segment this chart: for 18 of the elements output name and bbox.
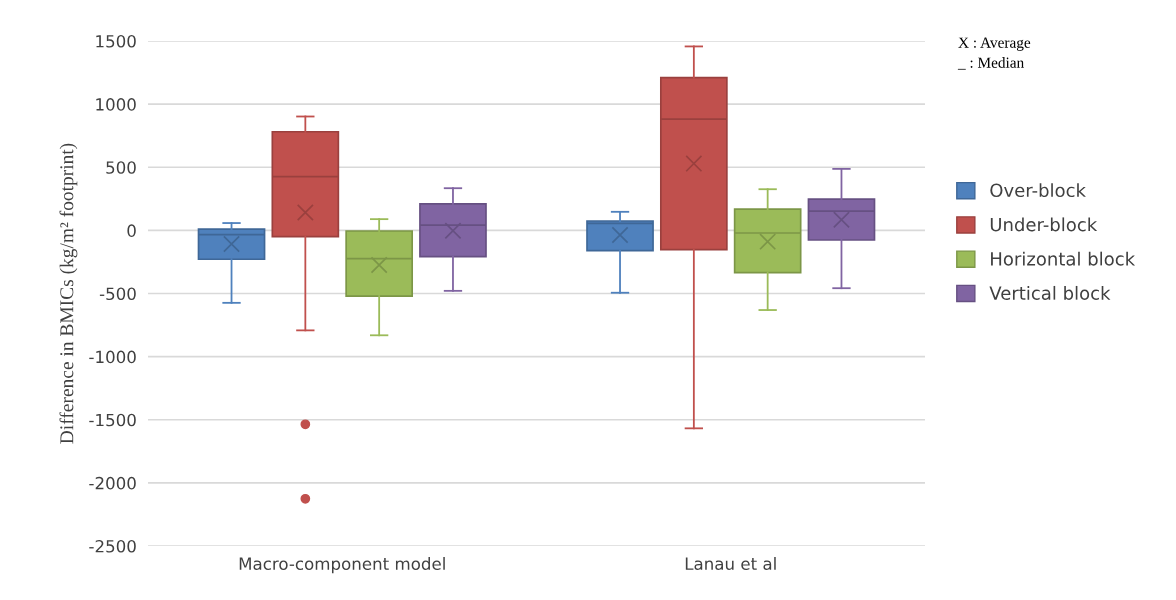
y-tick-label: 1500 bbox=[96, 34, 136, 48]
y-tick-label: -1500 bbox=[89, 413, 136, 427]
text: _ : Median bbox=[957, 57, 1024, 70]
x-tick-label: Macro-component model bbox=[239, 557, 445, 574]
y-axis-title: Difference in BMICs (kg/m² footprint) bbox=[59, 143, 78, 444]
legend-label: Under-block bbox=[990, 217, 1098, 232]
y-tick-label: -500 bbox=[99, 287, 136, 301]
y-tick-label: -2000 bbox=[89, 476, 136, 490]
y-tick-label: -1000 bbox=[89, 350, 136, 364]
y-tick-label: 0 bbox=[127, 224, 136, 237]
x-tick-label: Lanau et al bbox=[685, 557, 776, 571]
text: X : Average bbox=[958, 37, 1031, 51]
y-tick-label: -2500 bbox=[89, 539, 136, 553]
legend-label: Horizontal block bbox=[991, 251, 1136, 266]
legend-label: Over-block bbox=[990, 183, 1086, 198]
legend-label: Vertical block bbox=[989, 285, 1111, 300]
y-tick-label: 1000 bbox=[96, 98, 136, 111]
y-tick-label: 500 bbox=[106, 161, 136, 174]
